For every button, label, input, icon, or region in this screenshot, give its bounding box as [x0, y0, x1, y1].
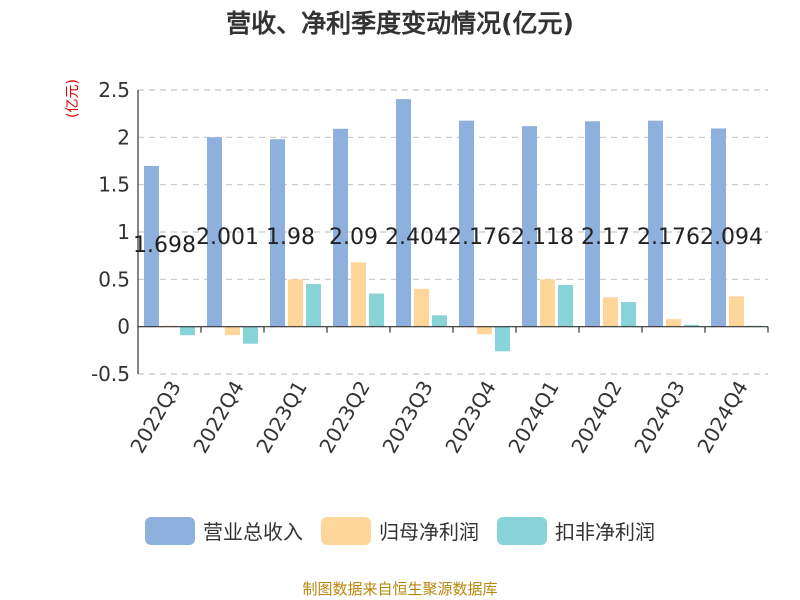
bar-2023Q1-series-2	[306, 284, 321, 327]
data-label: 2.118	[511, 225, 574, 250]
legend-item-net-profit[interactable]: 归母净利润	[321, 516, 479, 545]
x-tick-label: 2023Q2	[314, 377, 374, 458]
bar-2024Q1-series-0	[522, 126, 537, 327]
y-tick-label: 2	[117, 125, 130, 149]
legend-item-revenue[interactable]: 营业总收入	[145, 516, 303, 545]
bar-2023Q1-series-1	[288, 279, 303, 327]
bar-2024Q1-series-1	[540, 279, 555, 327]
y-tick-label: 0.5	[98, 267, 130, 291]
data-label: 2.404	[385, 225, 448, 250]
legend-swatch	[497, 516, 547, 545]
data-label: 2.176	[637, 225, 700, 250]
y-tick-label: -0.5	[91, 362, 130, 386]
bar-2023Q4-series-2	[495, 326, 510, 352]
bar-2022Q4-series-2	[243, 326, 258, 344]
bar-2024Q4-series-1	[729, 296, 744, 327]
y-tick-label: 2.5	[98, 78, 130, 102]
bar-2023Q4-series-1	[477, 326, 492, 335]
y-tick-label: 1	[117, 220, 130, 244]
bar-2024Q2-series-0	[585, 121, 600, 327]
bar-2024Q2-series-1	[603, 297, 618, 327]
bar-2024Q3-series-1	[666, 319, 681, 327]
y-tick-label: 1.5	[98, 173, 130, 197]
bar-2024Q4-series-0	[711, 128, 726, 327]
legend-swatch	[321, 516, 371, 545]
x-tick-label: 2024Q2	[566, 377, 626, 458]
data-label: 1.98	[266, 225, 315, 250]
data-source-note: 制图数据来自恒生聚源数据库	[302, 580, 498, 598]
x-tick-label: 2024Q3	[629, 377, 689, 458]
bar-2023Q3-series-2	[432, 315, 447, 327]
bar-2022Q3-series-2	[180, 326, 195, 336]
bar-2024Q2-series-2	[621, 302, 636, 327]
bar-2023Q3-series-1	[414, 288, 429, 327]
legend-label: 营业总收入	[203, 520, 303, 544]
data-label: 2.094	[700, 225, 763, 250]
legend-label: 扣非净利润	[555, 520, 655, 544]
data-label: 2.17	[581, 225, 630, 250]
bar-2023Q1-series-0	[270, 139, 285, 327]
bar-2024Q3-series-2	[684, 324, 699, 327]
y-tick-label: 0	[117, 315, 130, 339]
x-tick-label: 2022Q3	[125, 377, 185, 458]
x-tick-label: 2023Q3	[377, 377, 437, 458]
bar-2024Q3-series-0	[648, 120, 663, 327]
x-tick-label: 2022Q4	[188, 377, 248, 458]
bar-2024Q1-series-2	[558, 285, 573, 327]
bar-2023Q3-series-0	[396, 99, 411, 327]
data-label: 2.09	[329, 225, 378, 250]
legend-item-deducted-profit[interactable]: 扣非净利润	[497, 516, 655, 545]
data-label: 2.176	[448, 225, 511, 250]
bar-2022Q4-series-0	[207, 137, 222, 327]
x-tick-label: 2023Q1	[251, 377, 311, 458]
bar-2023Q2-series-0	[333, 128, 348, 327]
bar-2022Q4-series-1	[225, 326, 240, 336]
data-label: 1.698	[133, 233, 196, 258]
bar-2022Q3-series-0	[144, 165, 159, 327]
x-tick-label: 2024Q4	[692, 377, 752, 458]
legend-swatch	[145, 516, 195, 545]
legend-label: 归母净利润	[379, 520, 479, 544]
bar-2023Q2-series-1	[351, 262, 366, 327]
bar-2023Q2-series-2	[369, 293, 384, 327]
x-tick-label: 2024Q1	[503, 377, 563, 458]
bar-2023Q4-series-0	[459, 120, 474, 327]
x-tick-label: 2023Q4	[440, 377, 500, 458]
legend: 营业总收入 归母净利润 扣非净利润	[0, 516, 800, 545]
data-label: 2.001	[196, 225, 259, 250]
chart-title: 营收、净利季度变动情况(亿元)	[226, 9, 574, 38]
